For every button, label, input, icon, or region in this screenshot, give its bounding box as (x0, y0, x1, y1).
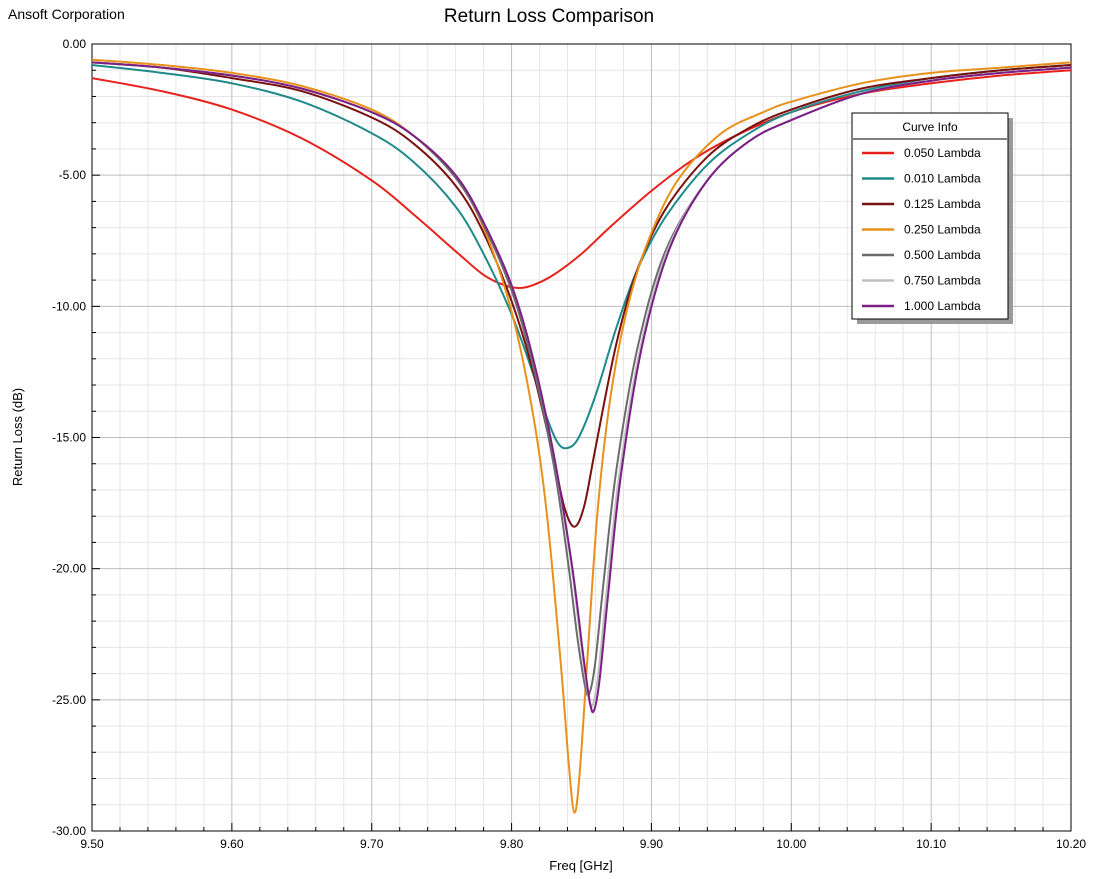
x-tick-label: 9.70 (360, 837, 384, 851)
axes (91, 43, 1072, 832)
legend-entry-label: 1.000 Lambda (904, 299, 981, 313)
legend-entry-label: 0.125 Lambda (904, 197, 981, 211)
series-lines (91, 58, 1072, 814)
y-tick-label: -25.00 (52, 693, 86, 707)
brand-label: Ansoft Corporation (8, 6, 125, 22)
legend-entry-label: 0.050 Lambda (904, 146, 981, 160)
x-tick-label: 9.50 (80, 837, 104, 851)
legend-box (851, 112, 1009, 320)
legend-entry-label: 0.500 Lambda (904, 248, 981, 262)
series-line-1-000-lambda (91, 61, 1072, 714)
x-tick-label: 10.20 (1056, 837, 1086, 851)
legend-entry-label: 0.010 Lambda (904, 172, 981, 186)
legend-entry-label: 0.750 Lambda (904, 274, 981, 288)
legend-entries: 0.050 Lambda 0.010 Lambda 0.125 Lambda 0.25… (862, 146, 981, 313)
legend-title: Curve Info (902, 120, 958, 134)
x-axis-label: Freq [GHz] (549, 858, 613, 873)
y-axis-label: Return Loss (dB) (10, 388, 25, 486)
tick-labels: 9.50 9.60 9.70 9.80 9.90 10.00 10.10 10.20 0.00 -… (52, 37, 1086, 851)
y-tick-label: -20.00 (52, 562, 86, 576)
y-tick-label: -15.00 (52, 431, 86, 445)
y-tick-label: -30.00 (52, 824, 86, 838)
x-tick-label: 9.60 (220, 837, 244, 851)
x-tick-label: 10.10 (916, 837, 946, 851)
plot-frame (91, 43, 1072, 832)
y-tick-label: 0.00 (63, 37, 87, 51)
legend: Curve Info 0.050 Lambda 0.010 Lambda 0.125… (851, 112, 1013, 324)
y-tick-label: -10.00 (52, 299, 86, 313)
legend-entry-label: 0.250 Lambda (904, 223, 981, 237)
chart-title: Return Loss Comparison (443, 6, 655, 27)
x-tick-label: 10.00 (776, 837, 806, 851)
y-tick-label: -5.00 (59, 168, 87, 182)
x-tick-label: 9.90 (640, 837, 664, 851)
series-line-0-050-lambda (91, 69, 1072, 289)
x-tick-label: 9.80 (500, 837, 524, 851)
series-line-0-125-lambda (91, 61, 1072, 528)
series-line-0-010-lambda (91, 64, 1072, 450)
